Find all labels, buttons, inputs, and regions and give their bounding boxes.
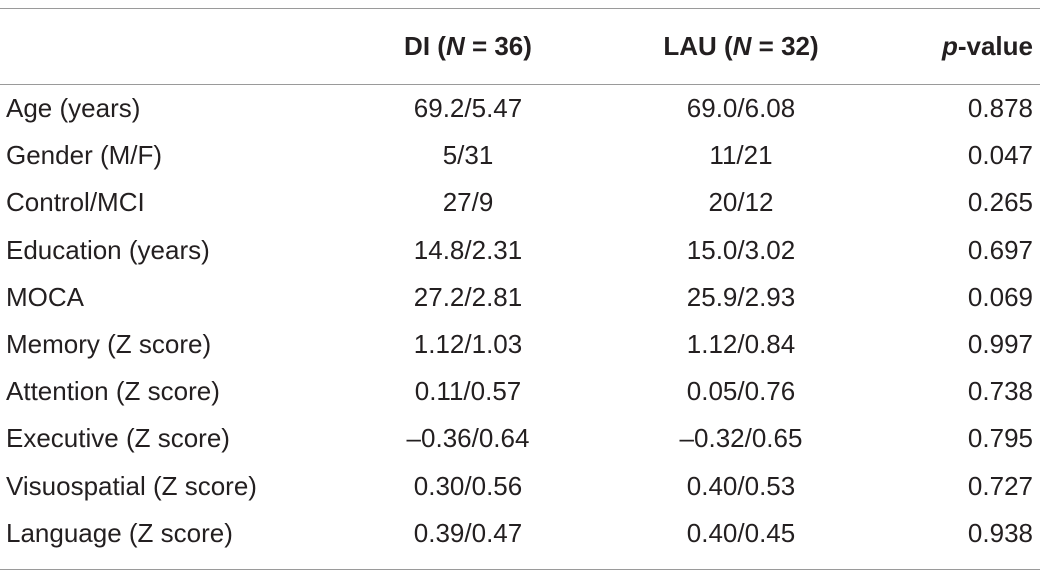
table-row: Control/MCI 27/9 20/12 0.265: [0, 179, 1040, 226]
table-row: Gender (M/F) 5/31 11/21 0.047: [0, 132, 1040, 179]
cell-value: 0.878: [967, 93, 1033, 124]
cell-value: 0.30/0.56: [413, 470, 523, 501]
table-row: Attention (Z score) 0.11/0.57 0.05/0.76 0.7…: [0, 368, 1040, 415]
header-text: N: [732, 31, 752, 61]
table-body: Age (years) 69.2/5.47 69.0/6.08 0.878 Gender…: [0, 85, 1040, 557]
header-cell: DI (N = 36): [336, 9, 600, 85]
cell-value: 1.12/0.84: [686, 329, 796, 360]
row-label: Attention (Z score): [6, 376, 220, 407]
cell-value: –0.32/0.65: [679, 423, 803, 454]
row-label: Visuospatial (Z score): [6, 470, 257, 501]
cell-value: 0.938: [967, 517, 1033, 548]
cell-value: 0.40/0.53: [686, 470, 796, 501]
cell-value: 0.40/0.45: [686, 517, 796, 548]
cell-value: –0.36/0.64: [406, 423, 530, 454]
cell-value: 0.11/0.57: [414, 376, 522, 407]
cell-value: 0.047: [967, 140, 1033, 171]
table-row: Memory (Z score) 1.12/1.03 1.12/0.84 0.997: [0, 321, 1040, 368]
cell-value: 0.05/0.76: [686, 376, 796, 407]
row-label: Education (years): [6, 234, 210, 265]
header-cell: p-value: [882, 9, 1040, 85]
row-label: Age (years): [6, 93, 141, 124]
cell-value: 0.39/0.47: [413, 517, 523, 548]
cell-value: 0.265: [967, 187, 1033, 218]
cell-value: 20/12: [708, 187, 774, 218]
header-text: DI (: [404, 31, 446, 61]
header-row: DI (N = 36) LAU (N = 32) p-value: [0, 9, 1040, 85]
row-label: Gender (M/F): [6, 140, 163, 171]
header-cell: [0, 9, 336, 85]
header-cell: LAU (N = 32): [600, 9, 882, 85]
cell-value: 0.069: [967, 281, 1033, 312]
cell-value: 1.12/1.03: [413, 329, 523, 360]
header-text: = 36): [464, 31, 532, 61]
table-row: Age (years) 69.2/5.47 69.0/6.08 0.878: [0, 85, 1040, 133]
table-row: Language (Z score) 0.39/0.47 0.40/0.45 0.93…: [0, 510, 1040, 557]
header-text: p: [941, 31, 958, 61]
table-row: MOCA 27.2/2.81 25.9/2.93 0.069: [0, 274, 1040, 321]
cell-value: 0.727: [967, 470, 1033, 501]
row-label: Memory (Z score): [6, 329, 212, 360]
table-frame: DI (N = 36) LAU (N = 32) p-value Age (year…: [0, 8, 1040, 570]
cell-value: 0.738: [967, 376, 1033, 407]
table-row: Education (years) 14.8/2.31 15.0/3.02 0.697: [0, 227, 1040, 274]
cell-value: 0.795: [967, 423, 1033, 454]
cell-value: 14.8/2.31: [413, 234, 523, 265]
table-row: Executive (Z score) –0.36/0.64 –0.32/0.65 0…: [0, 415, 1040, 462]
cell-value: 5/31: [442, 140, 494, 171]
cell-value: 27.2/2.81: [413, 281, 523, 312]
cell-value: 69.0/6.08: [686, 93, 796, 124]
row-label: MOCA: [6, 281, 84, 312]
row-label: Language (Z score): [6, 517, 233, 548]
header-text: -value: [957, 31, 1033, 61]
cell-value: 0.697: [967, 234, 1033, 265]
cell-value: 0.997: [967, 329, 1033, 360]
data-table: DI (N = 36) LAU (N = 32) p-value Age (year…: [0, 9, 1040, 557]
header-text: N: [445, 31, 465, 61]
cell-value: 69.2/5.47: [413, 93, 523, 124]
row-label: Control/MCI: [6, 187, 145, 218]
cell-value: 11/21: [709, 140, 773, 171]
table-row: Visuospatial (Z score) 0.30/0.56 0.40/0.53…: [0, 463, 1040, 510]
header-text: = 32): [751, 31, 819, 61]
cell-value: 15.0/3.02: [686, 234, 796, 265]
row-label: Executive (Z score): [6, 423, 230, 454]
cell-value: 27/9: [442, 187, 494, 218]
header-text: LAU (: [663, 31, 733, 61]
cell-value: 25.9/2.93: [686, 281, 796, 312]
